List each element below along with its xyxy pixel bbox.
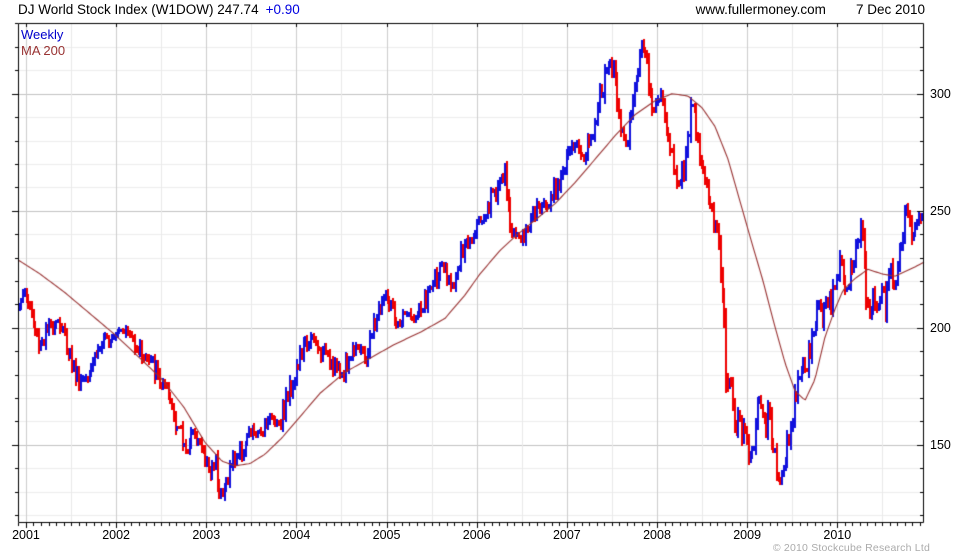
header-right: www.fullermoney.com 7 Dec 2010 (696, 2, 925, 17)
copyright: © 2010 Stockcube Research Ltd (772, 542, 930, 554)
y-axis-label-300: 300 (930, 86, 951, 101)
x-axis-label-2003: 2003 (192, 528, 221, 542)
index-title: DJ World Stock Index (W1DOW) 247.74 (18, 2, 259, 17)
site-label: www.fullermoney.com (695, 2, 826, 17)
y-axis-label-200: 200 (930, 320, 951, 335)
x-axis-label-2001: 2001 (12, 528, 40, 542)
legend-ma-200: MA 200 (21, 42, 66, 58)
x-axis-label-2007: 2007 (552, 528, 581, 542)
x-axis-label-2002: 2002 (102, 528, 131, 542)
index-change: +0.90 (265, 2, 300, 17)
x-axis-label-2005: 2005 (372, 528, 401, 542)
legend: Weekly MA 200 (21, 27, 65, 58)
chart-header: DJ World Stock Index (W1DOW) 247.74 +0.90 (18, 2, 300, 17)
y-axis-label-250: 250 (930, 203, 951, 218)
legend-weekly: Weekly (21, 27, 64, 42)
x-axis-label-2008: 2008 (643, 528, 671, 542)
x-axis-label-2006: 2006 (462, 528, 491, 542)
y-axis-label-150: 150 (930, 437, 951, 452)
x-axis-label-2004: 2004 (282, 528, 311, 542)
x-axis-label-2010: 2010 (823, 528, 852, 542)
x-axis-label-2009: 2009 (733, 528, 762, 542)
date-label: 7 Dec 2010 (855, 2, 925, 17)
